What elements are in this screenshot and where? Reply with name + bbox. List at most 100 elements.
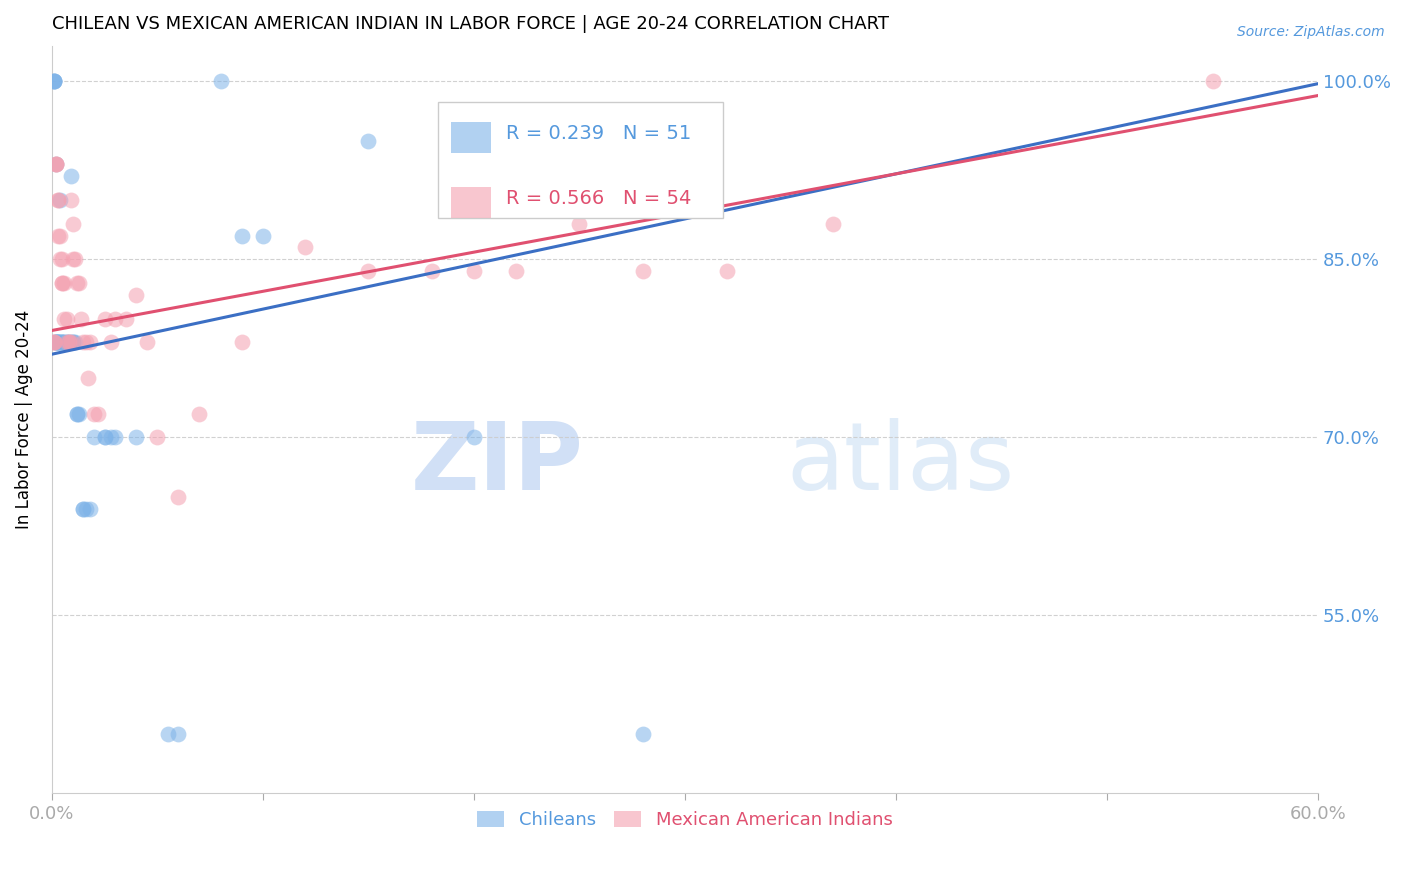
Point xyxy=(716,264,738,278)
Legend: Chileans, Mexican American Indians: Chileans, Mexican American Indians xyxy=(470,804,900,837)
Point xyxy=(188,407,211,421)
Point xyxy=(72,501,94,516)
Point xyxy=(135,335,157,350)
Point xyxy=(51,252,73,267)
Point xyxy=(45,157,67,171)
Point xyxy=(55,311,77,326)
Point xyxy=(62,217,84,231)
Point xyxy=(45,157,67,171)
Point xyxy=(93,311,115,326)
Text: CHILEAN VS MEXICAN AMERICAN INDIAN IN LABOR FORCE | AGE 20-24 CORRELATION CHART: CHILEAN VS MEXICAN AMERICAN INDIAN IN LA… xyxy=(52,15,889,33)
Point xyxy=(42,74,65,88)
Point xyxy=(45,157,67,171)
Point xyxy=(125,430,148,444)
Point xyxy=(357,264,380,278)
Point xyxy=(46,335,69,350)
Point xyxy=(209,74,232,88)
Point xyxy=(125,288,148,302)
Point xyxy=(63,252,86,267)
Point xyxy=(51,276,73,290)
Point xyxy=(87,407,110,421)
Point xyxy=(66,407,89,421)
Point xyxy=(70,311,93,326)
Point xyxy=(59,335,82,350)
Point xyxy=(146,430,169,444)
Point xyxy=(104,311,127,326)
Point xyxy=(46,193,69,207)
Point xyxy=(58,335,80,350)
Y-axis label: In Labor Force | Age 20-24: In Labor Force | Age 20-24 xyxy=(15,310,32,529)
Point xyxy=(75,335,97,350)
Point xyxy=(46,335,69,350)
Point xyxy=(45,335,67,350)
Text: atlas: atlas xyxy=(786,418,1015,510)
Point xyxy=(42,74,65,88)
Point xyxy=(58,335,80,350)
Point xyxy=(62,335,84,350)
Point xyxy=(46,335,69,350)
Point xyxy=(568,217,591,231)
Point xyxy=(46,335,69,350)
Point xyxy=(67,276,90,290)
Point xyxy=(505,264,527,278)
Point xyxy=(53,335,76,350)
Text: ZIP: ZIP xyxy=(411,418,583,510)
Point xyxy=(63,335,86,350)
Point xyxy=(49,193,72,207)
Point xyxy=(45,157,67,171)
Point xyxy=(156,727,179,741)
Point xyxy=(167,490,190,504)
Point xyxy=(83,407,105,421)
Point xyxy=(100,430,122,444)
Point xyxy=(51,335,73,350)
Point xyxy=(53,276,76,290)
Point xyxy=(45,335,67,350)
FancyBboxPatch shape xyxy=(451,122,491,153)
Point xyxy=(59,193,82,207)
Point xyxy=(45,335,67,350)
Text: Source: ZipAtlas.com: Source: ZipAtlas.com xyxy=(1237,25,1385,39)
Point xyxy=(51,335,73,350)
Text: R = 0.566   N = 54: R = 0.566 N = 54 xyxy=(506,189,692,209)
Point xyxy=(231,335,253,350)
Point xyxy=(62,252,84,267)
Point xyxy=(55,335,77,350)
Text: R = 0.239   N = 51: R = 0.239 N = 51 xyxy=(506,124,692,144)
Point xyxy=(59,169,82,184)
Point xyxy=(46,193,69,207)
FancyBboxPatch shape xyxy=(439,102,723,218)
Point xyxy=(42,335,65,350)
Point xyxy=(53,311,76,326)
Point xyxy=(49,335,72,350)
Point xyxy=(55,335,77,350)
Point xyxy=(463,430,485,444)
Point xyxy=(66,276,89,290)
Point xyxy=(67,407,90,421)
Point xyxy=(93,430,115,444)
Point xyxy=(357,134,380,148)
Point xyxy=(79,501,101,516)
Point xyxy=(72,335,94,350)
Point xyxy=(49,335,72,350)
Point xyxy=(1201,74,1223,88)
Point xyxy=(79,335,101,350)
Point xyxy=(167,727,190,741)
Point xyxy=(66,407,89,421)
Point xyxy=(42,335,65,350)
Point xyxy=(49,252,72,267)
Point xyxy=(83,430,105,444)
Point xyxy=(46,228,69,243)
Point xyxy=(231,228,253,243)
Point xyxy=(42,335,65,350)
Point xyxy=(51,335,73,350)
Point xyxy=(252,228,274,243)
Point xyxy=(100,335,122,350)
Point xyxy=(420,264,443,278)
Point xyxy=(821,217,844,231)
Point xyxy=(53,335,76,350)
Point xyxy=(104,430,127,444)
Point xyxy=(76,371,98,385)
Point xyxy=(59,335,82,350)
Point xyxy=(42,74,65,88)
Point xyxy=(62,335,84,350)
